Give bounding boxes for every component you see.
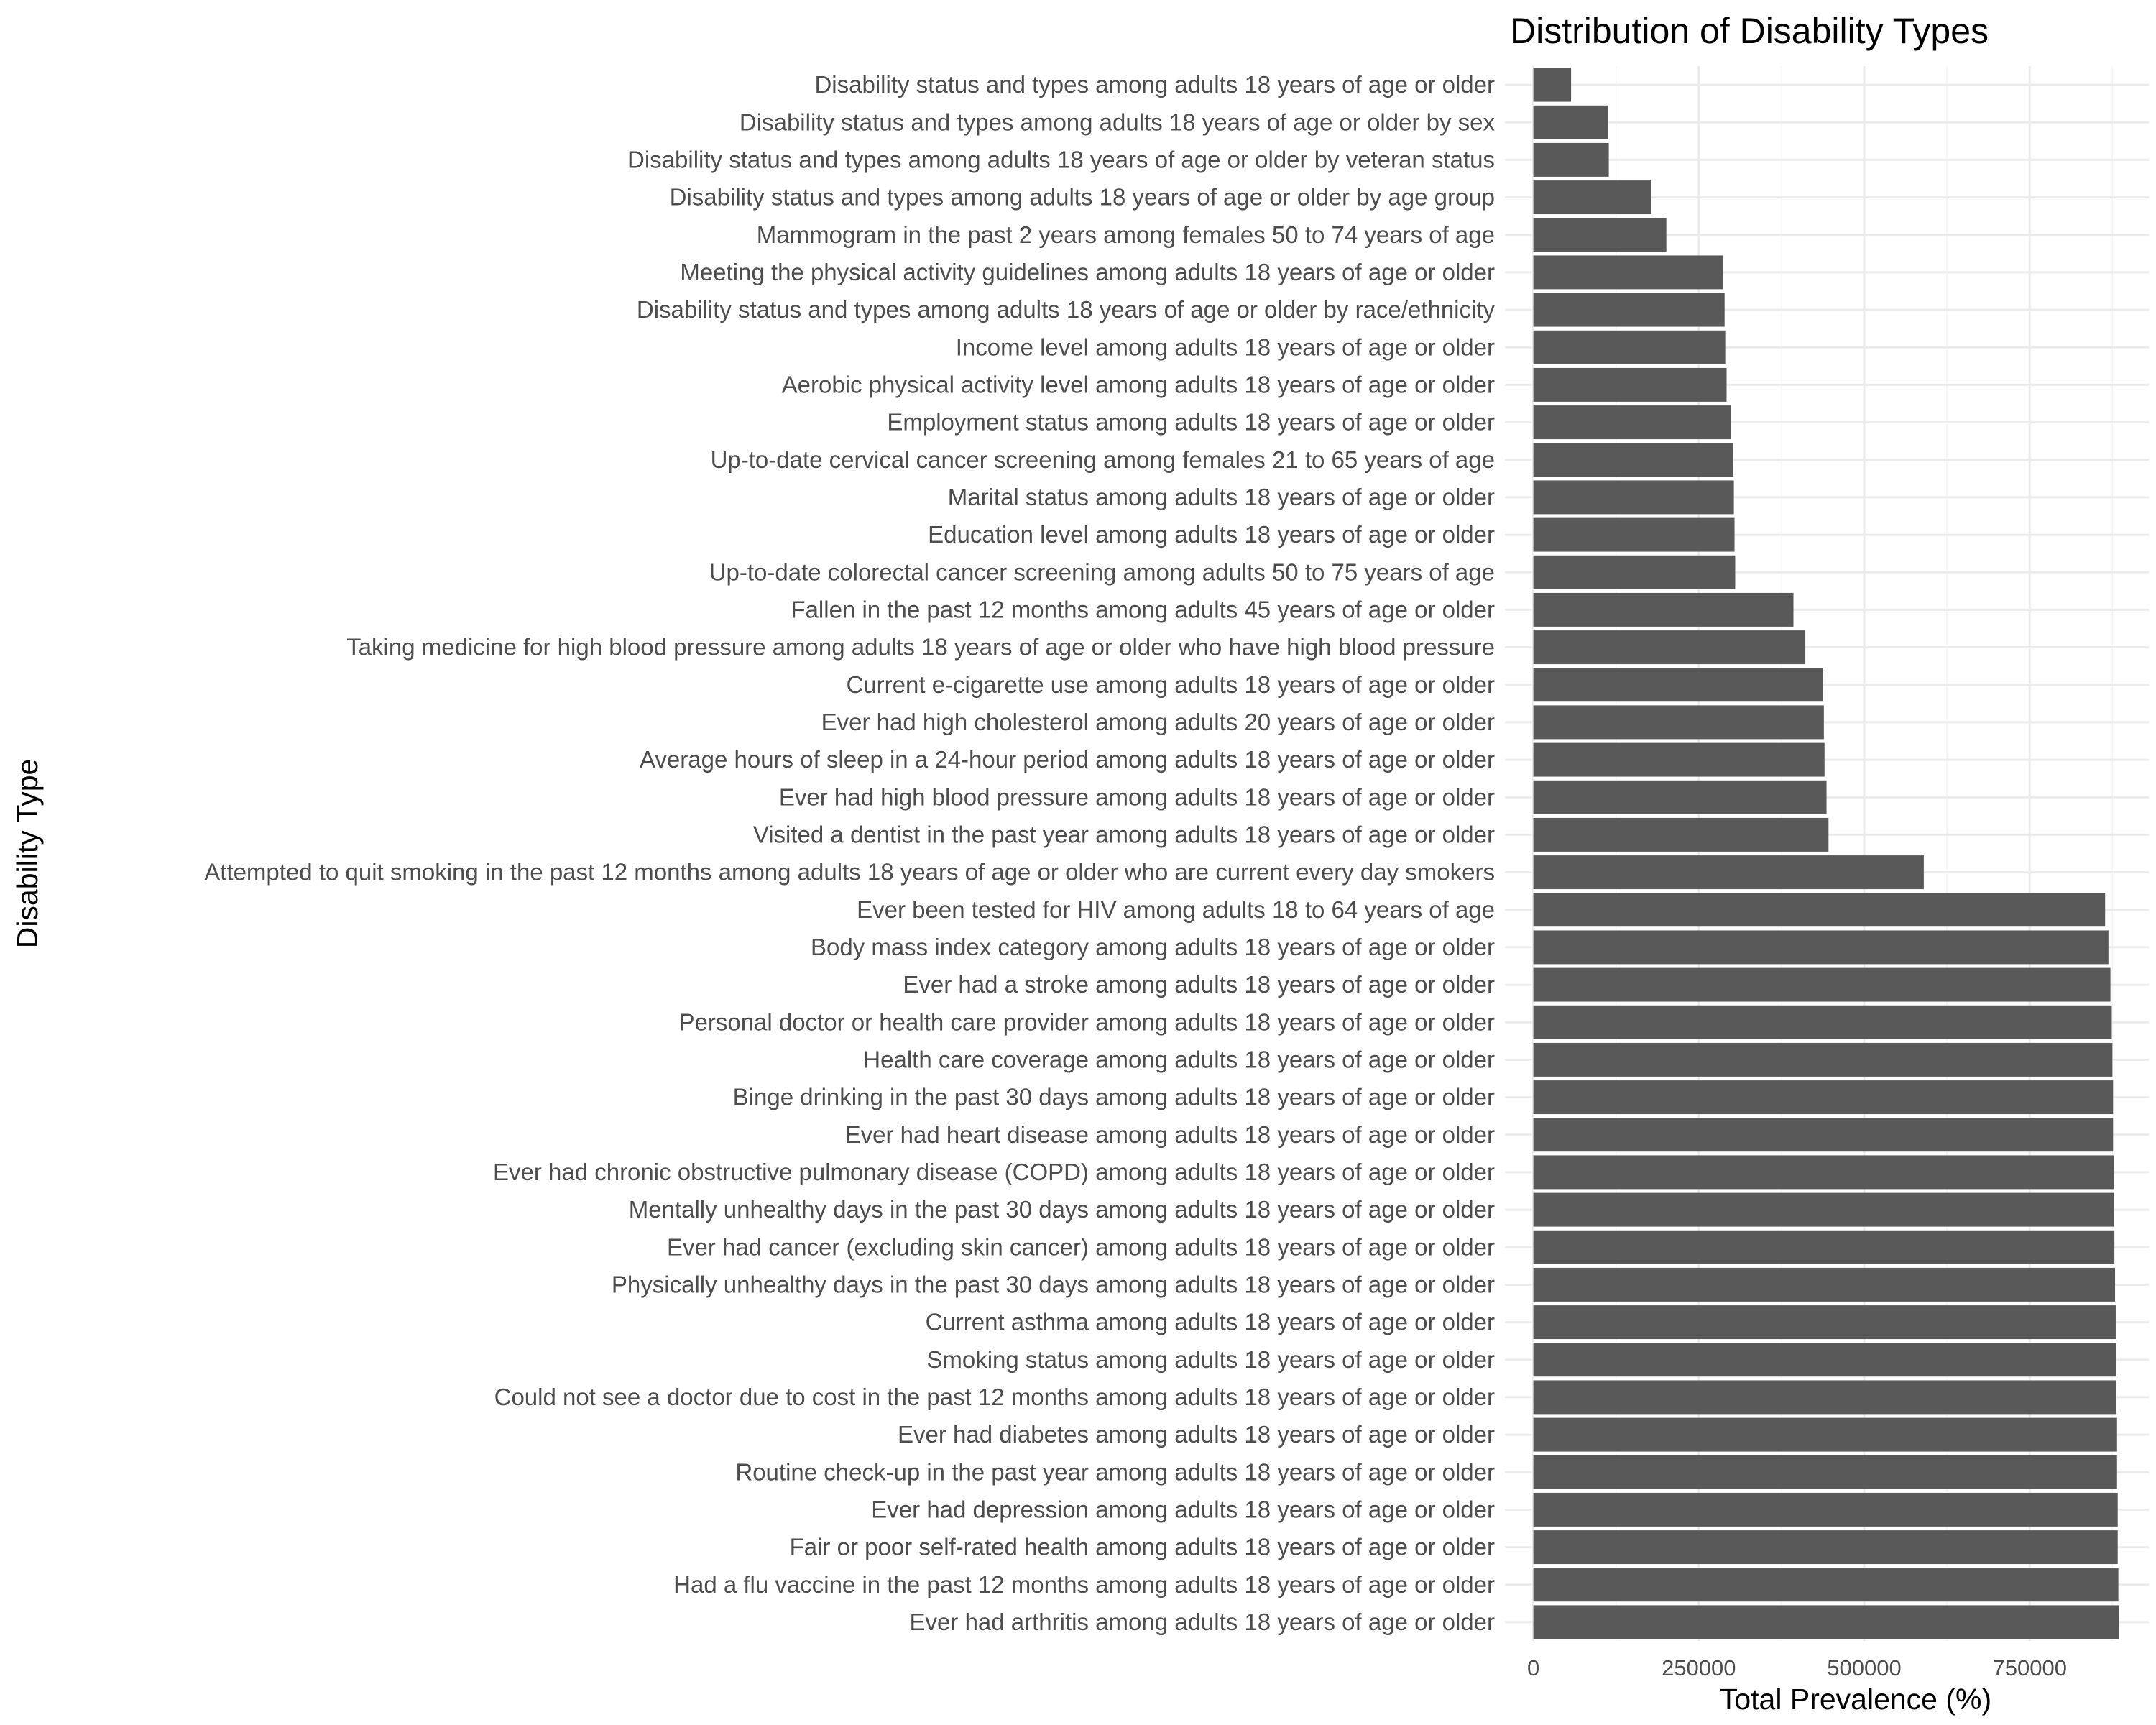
category-label: Disability status and types among adults… bbox=[670, 184, 1495, 211]
bar bbox=[1533, 930, 2109, 965]
category-label: Visited a dentist in the past year among… bbox=[753, 821, 1495, 847]
category-label: Taking medicine for high blood pressure … bbox=[346, 634, 1495, 661]
bar bbox=[1533, 630, 1806, 665]
bar bbox=[1533, 293, 1725, 327]
category-label: Aerobic physical activity level among ad… bbox=[782, 371, 1495, 397]
bar bbox=[1533, 705, 1824, 740]
x-axis-title: Total Prevalence (%) bbox=[1720, 1683, 1991, 1716]
category-label: Disability status and types among adults… bbox=[627, 146, 1495, 172]
bar bbox=[1533, 105, 1608, 139]
bar bbox=[1533, 180, 1651, 215]
category-label: Disability status and types among adults… bbox=[740, 109, 1496, 135]
category-label: Disability status and types among adults… bbox=[637, 296, 1496, 323]
category-label: Binge drinking in the past 30 days among… bbox=[733, 1084, 1495, 1110]
chart-title: Distribution of Disability Types bbox=[1510, 11, 1989, 51]
category-label: Average hours of sleep in a 24-hour peri… bbox=[640, 746, 1495, 773]
bar bbox=[1533, 367, 1727, 402]
x-tick-label: 250000 bbox=[1662, 1655, 1736, 1680]
category-label: Up-to-date colorectal cancer screening a… bbox=[709, 558, 1495, 585]
bar bbox=[1533, 443, 1733, 477]
bar bbox=[1533, 1267, 2116, 1302]
category-label: Ever had heart disease among adults 18 y… bbox=[845, 1121, 1495, 1148]
bar bbox=[1533, 1192, 2114, 1227]
category-label: Could not see a doctor due to cost in th… bbox=[494, 1384, 1495, 1410]
y-axis-title: Disability Type bbox=[11, 759, 44, 949]
category-label: Ever had cancer (excluding skin cancer) … bbox=[667, 1233, 1495, 1260]
bar bbox=[1533, 142, 1609, 177]
x-tick-label: 750000 bbox=[1993, 1655, 2067, 1680]
bar bbox=[1533, 1042, 2113, 1077]
category-label: Had a flu vaccine in the past 12 months … bbox=[673, 1571, 1495, 1598]
bar bbox=[1533, 1380, 2116, 1414]
bar bbox=[1533, 1155, 2114, 1190]
bar bbox=[1533, 1305, 2116, 1340]
bar bbox=[1533, 330, 1726, 364]
category-label: Employment status among adults 18 years … bbox=[887, 409, 1495, 436]
category-label: Physically unhealthy days in the past 30… bbox=[612, 1271, 1495, 1297]
category-label: Ever had arthritis among adults 18 years… bbox=[910, 1609, 1495, 1635]
category-label: Ever had chronic obstructive pulmonary d… bbox=[493, 1159, 1495, 1185]
category-label: Body mass index category among adults 18… bbox=[811, 934, 1495, 960]
bar bbox=[1533, 817, 1829, 852]
category-label: Fallen in the past 12 months among adult… bbox=[791, 596, 1495, 622]
category-label: Meeting the physical activity guidelines… bbox=[680, 259, 1495, 285]
bar bbox=[1533, 592, 1794, 627]
category-label: Routine check-up in the past year among … bbox=[735, 1458, 1495, 1485]
bar bbox=[1533, 855, 1924, 890]
category-label: Ever had a stroke among adults 18 years … bbox=[903, 971, 1495, 998]
category-label: Up-to-date cervical cancer screening amo… bbox=[711, 446, 1495, 473]
bar bbox=[1533, 668, 1823, 702]
bar bbox=[1533, 967, 2111, 1002]
bar bbox=[1533, 1605, 2119, 1639]
x-tick-label: 500000 bbox=[1827, 1655, 1901, 1680]
category-label: Current e-cigarette use among adults 18 … bbox=[846, 671, 1495, 698]
category-label: Education level among adults 18 years of… bbox=[928, 521, 1495, 548]
bar bbox=[1533, 742, 1825, 777]
category-label: Ever had high cholesterol among adults 2… bbox=[821, 709, 1495, 735]
category-label: Attempted to quit smoking in the past 12… bbox=[204, 859, 1495, 886]
category-label: Marital status among adults 18 years of … bbox=[948, 484, 1495, 510]
category-label: Personal doctor or health care provider … bbox=[679, 1008, 1496, 1035]
category-label: Health care coverage among adults 18 yea… bbox=[863, 1046, 1495, 1072]
category-label: Ever had diabetes among adults 18 years … bbox=[898, 1421, 1495, 1448]
category-label: Current asthma among adults 18 years of … bbox=[926, 1309, 1495, 1335]
bar bbox=[1533, 1005, 2112, 1039]
bar bbox=[1533, 1417, 2117, 1452]
bar bbox=[1533, 1080, 2114, 1115]
bar bbox=[1533, 68, 1572, 102]
category-label: Income level among adults 18 years of ag… bbox=[956, 334, 1495, 360]
category-label: Fair or poor self-rated health among adu… bbox=[790, 1534, 1495, 1560]
bar bbox=[1533, 518, 1735, 552]
category-label: Smoking status among adults 18 years of … bbox=[926, 1346, 1495, 1373]
bar bbox=[1533, 1343, 2116, 1377]
bar bbox=[1533, 480, 1734, 515]
bar bbox=[1533, 255, 1723, 290]
category-label: Mammogram in the past 2 years among fema… bbox=[757, 221, 1495, 248]
bars bbox=[1533, 68, 2119, 1639]
category-label: Disability status and types among adults… bbox=[814, 71, 1495, 98]
bar bbox=[1533, 893, 2106, 927]
bar bbox=[1533, 1455, 2117, 1489]
x-tick-label: 0 bbox=[1527, 1655, 1539, 1680]
category-labels: Disability status and types among adults… bbox=[204, 71, 1495, 1635]
x-tick-labels: 0 250000 500000 750000 bbox=[1527, 1655, 2067, 1680]
bar bbox=[1533, 1230, 2115, 1264]
category-label: Ever had high blood pressure among adult… bbox=[779, 783, 1495, 810]
category-label: Ever had depression among adults 18 year… bbox=[871, 1496, 1495, 1522]
category-label: Mentally unhealthy days in the past 30 d… bbox=[629, 1196, 1495, 1223]
category-label: Ever been tested for HIV among adults 18… bbox=[857, 896, 1495, 923]
bar bbox=[1533, 555, 1736, 589]
bar bbox=[1533, 405, 1731, 440]
bar bbox=[1533, 1568, 2119, 1602]
bar bbox=[1533, 1530, 2118, 1565]
bar bbox=[1533, 1118, 2114, 1152]
bar bbox=[1533, 1492, 2118, 1527]
bar bbox=[1533, 780, 1827, 814]
bar bbox=[1533, 218, 1667, 252]
